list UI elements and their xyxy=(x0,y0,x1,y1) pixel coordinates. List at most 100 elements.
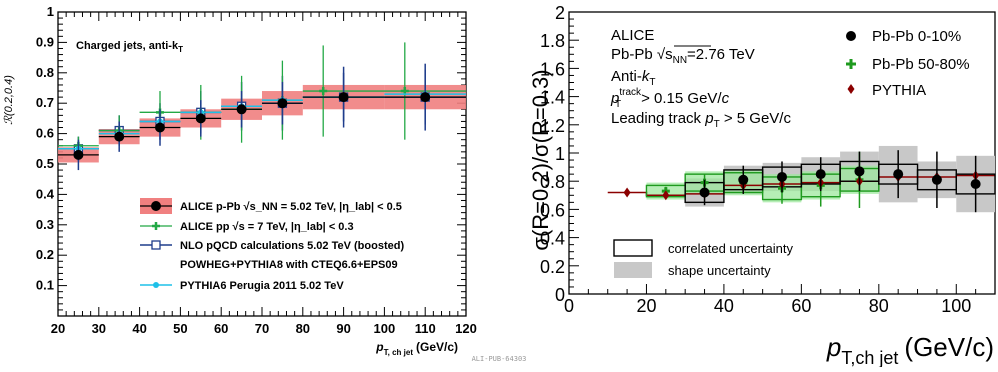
legend-central-marker xyxy=(846,31,856,41)
legend-ppb-marker xyxy=(151,201,161,211)
legend-shape-label: shape uncertainty xyxy=(668,263,771,278)
right-y-axis-label: σ(R=0.2)/σ(R=0.3) xyxy=(528,69,553,250)
central-point xyxy=(699,187,710,198)
central-point xyxy=(893,169,904,180)
x-tick-label: 80 xyxy=(296,321,310,336)
left-x-label-main: p xyxy=(375,340,383,354)
legend-peripheral-label: Pb-Pb 50-80% xyxy=(872,56,970,73)
y-tick-label: 0.3 xyxy=(36,217,54,232)
ppb-point xyxy=(420,92,431,103)
y-tick-label: 1 xyxy=(555,144,565,164)
y-tick-label: 0.4 xyxy=(540,229,565,249)
x-tick-label: 20 xyxy=(636,296,656,316)
legend-pythia-marker xyxy=(847,84,855,94)
left-x-axis-label: pT, ch jet (GeV/c) xyxy=(375,340,458,357)
ppb-point xyxy=(155,122,165,133)
x-tick-label: 20 xyxy=(51,321,65,336)
ppb-point xyxy=(73,149,84,160)
info-leading-sub: T xyxy=(714,119,720,130)
y-tick-label: 0.6 xyxy=(36,126,54,141)
left-x-label-unit: (GeV/c) xyxy=(416,340,458,354)
right-x-label-sub: T,ch jet xyxy=(841,348,898,367)
info-track-sup: track xyxy=(619,87,642,98)
left-annotation-sub: T xyxy=(178,45,183,54)
info-track-sub: T xyxy=(615,99,621,110)
info-alice: ALICE xyxy=(611,27,654,44)
y-tick-label: 1.8 xyxy=(540,31,565,51)
legend-shape-box xyxy=(614,262,652,278)
left-chart: 20 30 40 50 60 70 80 90 100 110 120 0.1 0.2 0.3 0.4 0.5… xyxy=(3,4,477,357)
legend-ppb-label: ALICE p-Pb √s_NN = 5.02 TeV, |η_lab| < 0… xyxy=(180,201,402,213)
x-tick-label: 120 xyxy=(455,321,477,336)
left-legend: ALICE p-Pb √s_NN = 5.02 TeV, |η_lab| < 0… xyxy=(140,198,404,292)
right-x-label-unit: (GeV/c) xyxy=(904,332,994,362)
legend-corr-label: correlated uncertainty xyxy=(668,241,794,256)
ppb-point xyxy=(338,92,349,103)
y-tick-label: 1 xyxy=(47,4,54,19)
left-annotation-main: Charged jets, anti-k xyxy=(76,40,179,52)
x-tick-label: 80 xyxy=(869,296,889,316)
info-algo-k: k xyxy=(642,68,651,85)
legend-pythia6-marker xyxy=(153,282,159,288)
y-tick-label: 0 xyxy=(555,285,565,305)
central-point xyxy=(854,166,865,177)
x-tick-label: 40 xyxy=(714,296,734,316)
x-tick-label: 30 xyxy=(92,321,106,336)
x-tick-label: 110 xyxy=(415,321,436,336)
legend-nlo-marker xyxy=(151,240,161,250)
info-system: Pb-Pb √sNN=2.76 TeV xyxy=(611,46,755,66)
legend-pp-label: ALICE pp √s = 7 TeV, |η_lab| < 0.3 xyxy=(180,221,354,233)
right-chart: 0 20 40 60 80 10000.20.40.60.811.21.41.61.82 … xyxy=(528,3,996,368)
legend-central-label: Pb-Pb 0-10% xyxy=(872,28,961,45)
pp-point xyxy=(319,87,328,96)
y-tick-label: 0.4 xyxy=(36,186,55,201)
x-tick-label: 0 xyxy=(564,296,574,316)
x-tick-label: 40 xyxy=(132,321,146,336)
info-system-sub: NN xyxy=(673,55,687,66)
legend-nlo-label: NLO pQCD calculations 5.02 TeV (boosted) xyxy=(180,240,404,252)
y-tick-label: 0.9 xyxy=(36,34,54,49)
left-x-label-sub: T, ch jet xyxy=(384,348,414,357)
left-marks xyxy=(58,42,466,171)
info-track-c: c xyxy=(722,90,730,107)
x-tick-label: 100 xyxy=(374,321,396,336)
x-tick-label: 100 xyxy=(941,296,971,316)
x-tick-label: 70 xyxy=(255,321,269,336)
y-tick-label: 0.1 xyxy=(36,278,54,293)
y-tick-label: 0.8 xyxy=(36,65,54,80)
ppb-point xyxy=(195,113,206,124)
y-tick-label: 0.2 xyxy=(540,257,565,277)
y-tick-label: 1.2 xyxy=(540,116,565,136)
x-tick-label: 60 xyxy=(214,321,228,336)
right-marks xyxy=(607,145,996,213)
right-legend: Pb-Pb 0-10% Pb-Pb 50-80% PYTHIA correlated … xyxy=(613,28,970,278)
central-point xyxy=(738,174,749,185)
central-point xyxy=(931,174,942,185)
ppb-point xyxy=(114,131,125,142)
ppb-point xyxy=(277,98,288,109)
x-tick-label: 50 xyxy=(173,321,187,336)
left-annotation: Charged jets, anti-kT xyxy=(76,40,183,54)
info-leading-p: p xyxy=(704,110,713,127)
info-leading: Leading track pT > 5 GeV/c xyxy=(611,110,791,130)
left-y-axis-label: ℛ(0.2,0.4) xyxy=(3,75,15,125)
x-tick-label: 90 xyxy=(336,321,350,336)
pythia-point xyxy=(623,187,631,198)
y-tick-label: 0.7 xyxy=(36,95,54,110)
right-x-label-main: p xyxy=(826,332,841,362)
right-axes: 0 20 40 60 80 100 0 0.2 0.4 0.6 0.8 1 1.2 1.4 1.6 1.8 2 xyxy=(540,3,996,316)
x-tick-label: 60 xyxy=(791,296,811,316)
info-track-p: p xyxy=(610,90,619,107)
central-point xyxy=(815,169,826,180)
info-algo: Anti-kT xyxy=(611,68,655,88)
y-tick-label: 0.2 xyxy=(36,247,54,262)
y-tick-label: 0.5 xyxy=(36,156,54,171)
right-x-axis-label: pT,ch jet (GeV/c) xyxy=(826,332,994,367)
legend-pythia6-label: PYTHIA6 Perugia 2011 5.02 TeV xyxy=(180,280,344,292)
y-tick-label: 1.4 xyxy=(540,88,565,108)
info-algo-sub: T xyxy=(649,77,655,88)
pythia-point xyxy=(662,190,670,201)
